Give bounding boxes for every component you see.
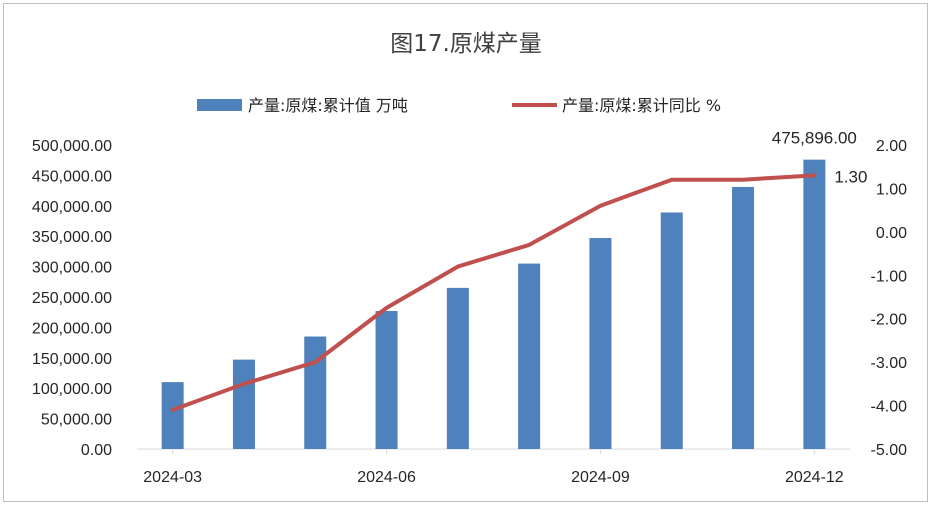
bar — [589, 238, 612, 449]
line-path — [170, 173, 817, 412]
y-right-tick-label: 2.00 — [876, 138, 907, 155]
y-right-tick-label: -1.00 — [871, 268, 908, 285]
x-tick-label: 2024-09 — [571, 469, 630, 486]
line-series — [170, 173, 817, 412]
bar — [803, 159, 826, 450]
bar — [304, 336, 327, 449]
y-axis-left: 0.00 50,000.00 100,000.00 150,000.00 200,000… — [32, 138, 112, 459]
y-right-tick-label: 1.00 — [876, 181, 907, 198]
x-tick-label: 2024-03 — [143, 469, 202, 486]
chart-title: 图17.原煤产量 — [390, 31, 542, 57]
y-right-tick-label: -5.00 — [871, 442, 908, 459]
y-axis-right: -5.00 -4.00 -3.00 -2.00 -1.00 0.00 1.00 2.00 — [871, 138, 908, 459]
data-labels: 475,896.00 1.30 — [772, 129, 868, 187]
y-right-tick-label: -4.00 — [871, 399, 908, 416]
bar — [375, 310, 398, 449]
y-left-tick-label: 350,000.00 — [32, 229, 112, 246]
y-left-tick-label: 50,000.00 — [41, 412, 112, 429]
y-left-tick-label: 100,000.00 — [32, 381, 112, 398]
bar — [161, 382, 184, 449]
legend-label-line: 产量:原煤:累计同比 % — [562, 96, 721, 115]
y-left-tick-label: 150,000.00 — [32, 351, 112, 368]
y-left-tick-label: 400,000.00 — [32, 199, 112, 216]
legend-label-bar: 产量:原煤:累计值 万吨 — [248, 96, 408, 115]
data-label: 1.30 — [834, 167, 867, 186]
y-right-tick-label: 0.00 — [876, 225, 907, 242]
x-tick-label: 2024-12 — [785, 469, 844, 486]
bar — [446, 287, 469, 449]
bar — [660, 212, 683, 449]
bar — [232, 359, 255, 449]
data-label: 475,896.00 — [772, 129, 857, 148]
bar-series — [161, 159, 826, 450]
bar — [732, 186, 755, 449]
y-left-tick-label: 450,000.00 — [32, 168, 112, 185]
y-left-tick-label: 200,000.00 — [32, 320, 112, 337]
y-left-tick-label: 500,000.00 — [32, 138, 112, 155]
bar — [518, 263, 541, 449]
x-axis: 2024-03 2024-06 2024-09 2024-12 — [143, 449, 844, 486]
y-left-tick-label: 0.00 — [81, 442, 112, 459]
y-left-tick-label: 250,000.00 — [32, 290, 112, 307]
y-left-tick-label: 300,000.00 — [32, 260, 112, 277]
x-tick-label: 2024-06 — [357, 469, 416, 486]
legend: 产量:原煤:累计值 万吨 产量:原煤:累计同比 % — [197, 96, 721, 115]
y-right-tick-label: -3.00 — [871, 355, 908, 372]
legend-swatch-bar — [197, 99, 242, 111]
y-right-tick-label: -2.00 — [871, 312, 908, 329]
